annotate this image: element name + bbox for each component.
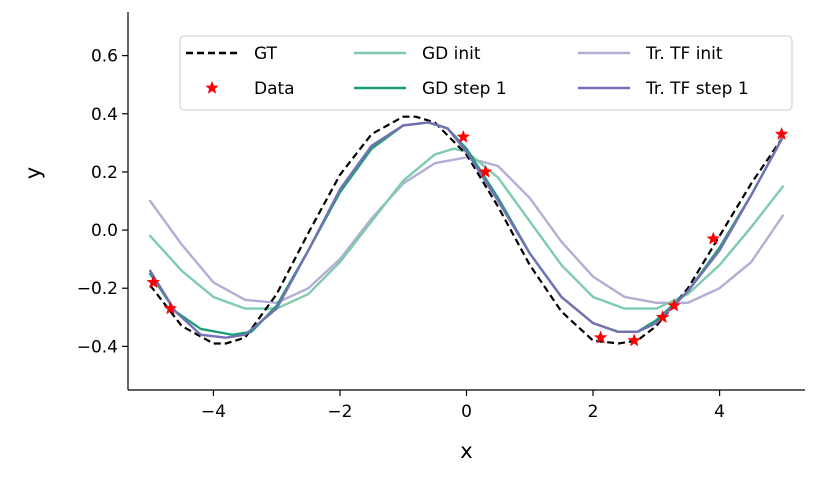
data-point — [774, 126, 789, 140]
legend-entry-gd-init: GD init — [354, 44, 481, 64]
legend: GT Data GD init GD step 1 Tr. TF init Tr. TF … — [179, 35, 793, 111]
y-axis-label: y — [21, 167, 45, 179]
y-tick-label: −0.2 — [77, 279, 118, 299]
axes: −4 −2 0 2 4 −0.4 −0.2 0.0 0.2 0.4 0.6 — [77, 12, 805, 422]
x-tick-label: 0 — [461, 402, 472, 422]
legend-entry-tr-tf-step-1: Tr. TF step 1 — [578, 79, 749, 99]
y-tick-label: 0.0 — [91, 221, 118, 241]
x-tick-label: −4 — [201, 402, 226, 422]
y-tick-label: 0.4 — [91, 105, 118, 125]
legend-frame — [179, 35, 793, 111]
legend-entry-tr-tf-init: Tr. TF init — [578, 44, 723, 64]
data-point — [667, 298, 681, 312]
data-point — [627, 333, 642, 347]
legend-entry-gt: GT — [186, 44, 278, 64]
legend-marker — [205, 80, 219, 94]
data-point — [456, 129, 471, 143]
legend-entry-gd-step-1: GD step 1 — [354, 79, 507, 99]
x-tick-label: −2 — [327, 402, 352, 422]
legend-label: GD init — [422, 44, 481, 64]
y-tick-label: 0.6 — [91, 47, 118, 67]
legend-label: Data — [254, 79, 295, 99]
x-tick-label: 2 — [588, 402, 599, 422]
plot-area — [146, 115, 789, 347]
y-tick-label: 0.2 — [91, 163, 118, 183]
series-line-gt — [149, 115, 784, 345]
legend-entry-data: Data — [205, 79, 295, 99]
data-point — [706, 231, 721, 245]
legend-label: Tr. TF step 1 — [645, 79, 749, 99]
data-point — [163, 301, 178, 315]
y-tick-label: −0.4 — [77, 337, 118, 357]
legend-label: Tr. TF init — [645, 44, 723, 64]
series-line-tr-tf-init — [148, 156, 785, 304]
data-point — [478, 164, 493, 178]
legend-label: GD step 1 — [422, 79, 507, 99]
data-point — [146, 275, 161, 289]
series-line-gd-init — [148, 147, 785, 310]
x-tick-label: 4 — [714, 402, 725, 422]
legend-label: GT — [254, 44, 278, 64]
series-data — [146, 126, 789, 347]
data-point — [655, 310, 670, 324]
x-axis-label: x — [460, 439, 472, 463]
data-point — [593, 330, 608, 344]
